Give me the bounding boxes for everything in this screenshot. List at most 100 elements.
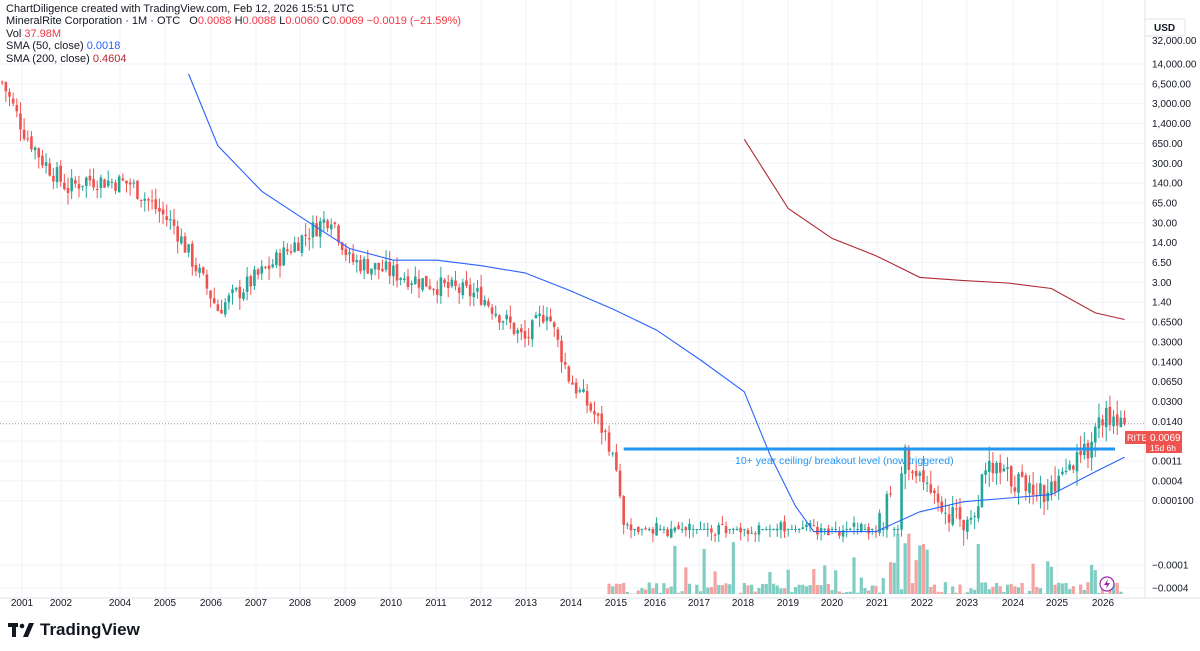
volume-bar [1068, 589, 1072, 594]
candle-body [753, 533, 757, 535]
volume-bar [1071, 586, 1075, 594]
candle-body [560, 340, 563, 363]
candle-body [713, 534, 717, 536]
volume-bar [808, 585, 812, 594]
candle-body [629, 524, 633, 531]
price-axis-bg[interactable] [1145, 0, 1200, 598]
candle-body [618, 470, 622, 497]
ohlc-low: 0.0060 [285, 15, 320, 28]
volume-bar [797, 584, 801, 594]
candle-body [256, 269, 260, 275]
candle-body [980, 474, 984, 507]
candle-body [549, 316, 552, 321]
sma50-line [188, 73, 1125, 533]
volume-bar [622, 582, 626, 594]
candle-body [655, 523, 658, 536]
candle-body [860, 523, 863, 532]
x-tick-label: 2007 [245, 598, 268, 609]
candle-body [483, 299, 487, 306]
candle-body [530, 320, 534, 340]
candle-body [1093, 426, 1097, 443]
volume-bar [991, 586, 995, 594]
candle-body [585, 390, 589, 406]
volume-bar [1031, 563, 1035, 594]
candle-body [198, 267, 201, 273]
x-tick-label: 2026 [1092, 598, 1115, 609]
candle-body [1024, 475, 1028, 492]
candle-body [461, 282, 465, 296]
candle-body [523, 331, 527, 339]
candle-body [881, 529, 885, 530]
last-price-tag[interactable]: RITE 0.0069 15d 6h [1125, 431, 1182, 453]
candle-body [114, 182, 117, 191]
x-tick-label: 2014 [560, 598, 583, 609]
candle-body [66, 187, 70, 193]
y-tick-label: 14.00 [1152, 238, 1177, 249]
x-tick-label: 2022 [911, 598, 934, 609]
x-tick-label: 2006 [200, 598, 223, 609]
candle-body [746, 530, 750, 535]
x-tick-label: 2018 [732, 598, 755, 609]
candle-body [863, 529, 867, 530]
volume-bar [1064, 582, 1068, 594]
sma50-value: 0.0018 [86, 40, 121, 53]
volume-bar [932, 584, 937, 594]
candle-body [823, 529, 827, 530]
volume-bar [640, 588, 644, 594]
y-tick-label: 6,500.00 [1152, 79, 1191, 90]
candle-body [216, 304, 220, 311]
volume-bar [804, 586, 809, 594]
symbol-line[interactable]: MineralRite Corporation · 1M · OTC [6, 15, 181, 28]
candle-body [911, 471, 914, 474]
candle-body [735, 529, 739, 530]
candle-body [571, 382, 574, 385]
price-tag-countdown: 15d 6h [1150, 443, 1176, 453]
currency-box[interactable] [1144, 18, 1186, 37]
candle-body [691, 529, 695, 530]
candle-body [205, 274, 209, 289]
candle-body [951, 507, 955, 525]
volume-bar [717, 585, 721, 594]
sma200-row[interactable]: SMA (200, close) 0.4604 [6, 53, 461, 65]
volume-row[interactable]: Vol 37.98M [6, 28, 461, 40]
volume-bar [969, 588, 973, 594]
y-tick-label: 0.1400 [1152, 357, 1183, 368]
volume-bar [742, 583, 746, 594]
candle-body [830, 529, 834, 530]
candle-body [399, 278, 402, 280]
candle-body [297, 242, 300, 252]
candle-body [856, 529, 859, 530]
candle-body [307, 238, 311, 240]
candle-body [59, 165, 62, 182]
candle-body [187, 244, 190, 253]
candle-body [947, 514, 951, 523]
candle-body [933, 490, 936, 494]
lightning-icon[interactable] [1099, 576, 1115, 592]
candle-body [991, 462, 995, 474]
candle-body [1009, 465, 1013, 487]
candle-body [289, 251, 293, 253]
candle-body [520, 328, 523, 333]
candle-body [487, 301, 490, 306]
candle-body [271, 264, 275, 268]
volume-bar [665, 588, 670, 594]
candle-body [626, 524, 629, 526]
volume-bar [658, 592, 662, 594]
candle-body [907, 447, 911, 470]
candle-body [984, 470, 987, 475]
candle-body [414, 276, 417, 284]
candle-body [1123, 417, 1126, 424]
volume-bar [1100, 586, 1105, 594]
candle-body [534, 315, 538, 318]
candle-body [732, 529, 735, 530]
candle-body [311, 222, 315, 238]
volume-bar [1016, 587, 1021, 594]
candle-body [106, 180, 110, 187]
sma50-row[interactable]: SMA (50, close) 0.0018 [6, 40, 461, 52]
candle-body [490, 307, 494, 314]
tradingview-logo[interactable]: TradingView [8, 620, 140, 640]
candle-body [1104, 407, 1108, 428]
candle-body [669, 528, 673, 538]
candle-body [501, 321, 505, 323]
